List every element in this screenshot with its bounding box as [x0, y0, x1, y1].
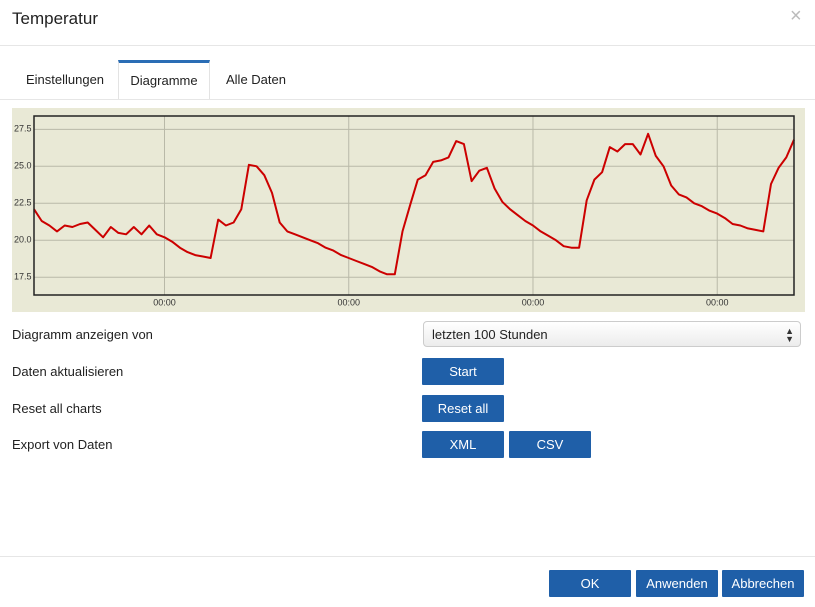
tab[interactable]: Einstellungen	[25, 72, 105, 87]
button[interactable]: CSV	[509, 431, 591, 458]
y-tick-label: 25.0	[14, 161, 32, 171]
divider	[0, 99, 815, 100]
button[interactable]: Abbrechen	[722, 570, 804, 597]
y-tick-label: 22.5	[14, 198, 32, 208]
row-label: Reset all charts	[12, 401, 102, 416]
button[interactable]: XML	[422, 431, 504, 458]
select[interactable]: letzten 100 Stunden ▲ ▼	[423, 321, 801, 347]
row-label: Diagramm anzeigen von	[12, 327, 153, 342]
plot-border	[33, 115, 795, 296]
chart: 17.5 20.0 22.5 25.0 27.5 00:00 00:00 00:00 00:00	[12, 108, 805, 312]
tab[interactable]: Alle Daten	[226, 72, 286, 87]
x-tick-label: 00:00	[337, 297, 360, 307]
divider	[0, 556, 815, 557]
close-button[interactable]: ×	[790, 5, 802, 27]
y-tick-label: 27.5	[14, 124, 32, 134]
row-label: Export von Daten	[12, 437, 113, 452]
button[interactable]: Anwenden	[636, 570, 718, 597]
select-arrow: ▲ ▼	[785, 326, 794, 344]
button[interactable]: Reset all	[422, 395, 504, 422]
button[interactable]: OK	[549, 570, 631, 597]
tab[interactable]: Diagramme	[118, 60, 210, 100]
x-tick-label: 00:00	[153, 297, 176, 307]
dialog-title: Temperatur	[12, 9, 98, 28]
y-tick-label: 17.5	[14, 272, 32, 282]
x-tick-label: 00:00	[706, 297, 729, 307]
y-tick-label: 20.0	[14, 235, 32, 245]
divider	[0, 45, 815, 46]
button[interactable]: Start	[422, 358, 504, 385]
row-label: Daten aktualisieren	[12, 364, 124, 379]
line-series	[33, 132, 795, 276]
x-tick-label: 00:00	[522, 297, 545, 307]
